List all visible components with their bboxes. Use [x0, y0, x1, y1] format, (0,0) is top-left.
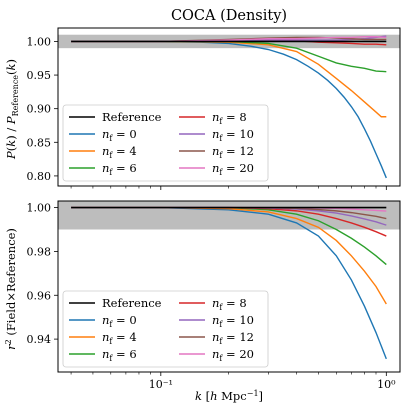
- panel-bottom-cross-correlation: 0.94 0.96 0.98 1.00 10⁻¹ 10⁰ r2 (Field×Refere…: [4, 200, 401, 403]
- legend-label: nf = 4: [102, 144, 137, 160]
- bottom-axis-ticks: 0.94 0.96 0.98 1.00 10⁻¹ 10⁰: [27, 202, 397, 391]
- legend-label: nf = 10: [212, 127, 254, 143]
- bottom-tolerance-band: [58, 201, 400, 230]
- legend-label: nf = 8: [212, 110, 247, 126]
- legend-label: Reference: [102, 110, 162, 124]
- svg-text:P(k) / PReference(k): P(k) / PReference(k): [4, 59, 20, 160]
- y-tick-label: 0.95: [27, 69, 52, 82]
- y-tick-label: 0.80: [27, 170, 52, 183]
- bottom-legend: Reference nf = 0nf = 4nf = 6 nf = 8nf = 10…: [62, 290, 269, 368]
- legend-label: Reference: [102, 296, 162, 310]
- x-axis-label: k [h Mpc−1]: [195, 389, 263, 403]
- legend-label: nf = 12: [212, 144, 254, 160]
- bottom-y-axis-label: r2 (Field×Reference): [4, 228, 18, 350]
- bottom-series-lines: [71, 206, 387, 360]
- series-line-n-f-0: [71, 40, 387, 179]
- legend-label: nf = 6: [102, 161, 137, 177]
- legend-label: nf = 10: [212, 313, 254, 329]
- legend-label: nf = 0: [102, 313, 137, 329]
- top-axes-frame: [57, 27, 401, 187]
- legend-box: [62, 104, 269, 182]
- bottom-axes-frame: [57, 200, 401, 373]
- tolerance-band: [58, 201, 400, 230]
- y-tick-label: 0.96: [27, 289, 52, 302]
- legend-label: nf = 12: [212, 330, 254, 346]
- legend-label: nf = 4: [102, 330, 137, 346]
- legend-label: nf = 20: [212, 161, 254, 177]
- x-tick-label: 10⁻¹: [149, 378, 173, 391]
- y-tick-label: 0.85: [27, 136, 52, 149]
- legend-label: nf = 0: [102, 127, 137, 143]
- panel-top-power-ratio: 0.80 0.85 0.90 0.95 1.00 P(k) / PReference(k…: [4, 27, 401, 190]
- legend-label: nf = 20: [212, 347, 254, 363]
- y-tick-label: 1.00: [27, 202, 52, 215]
- svg-text:k [h Mpc−1]: k [h Mpc−1]: [195, 389, 263, 403]
- series-line-n-f-20: [71, 36, 387, 43]
- top-series-lines: [71, 35, 387, 179]
- svg-text:r2 (Field×Reference): r2 (Field×Reference): [4, 228, 18, 350]
- legend-box: [62, 290, 269, 368]
- x-tick-label: 10⁰: [377, 378, 396, 391]
- legend-label: nf = 8: [212, 296, 247, 312]
- legend-label: nf = 6: [102, 347, 137, 363]
- top-axis-ticks: 0.80 0.85 0.90 0.95 1.00: [27, 35, 387, 190]
- chart-title: COCA (Density): [171, 8, 287, 24]
- y-tick-label: 0.90: [27, 103, 52, 116]
- top-y-axis-label: P(k) / PReference(k): [4, 59, 20, 160]
- y-tick-label: 0.94: [27, 333, 52, 346]
- top-legend: Reference nf = 0nf = 4nf = 6 nf = 8nf = 10…: [62, 104, 269, 182]
- y-tick-label: 0.98: [27, 245, 52, 258]
- series-line-n-f-0: [71, 206, 387, 360]
- y-tick-label: 1.00: [27, 35, 52, 48]
